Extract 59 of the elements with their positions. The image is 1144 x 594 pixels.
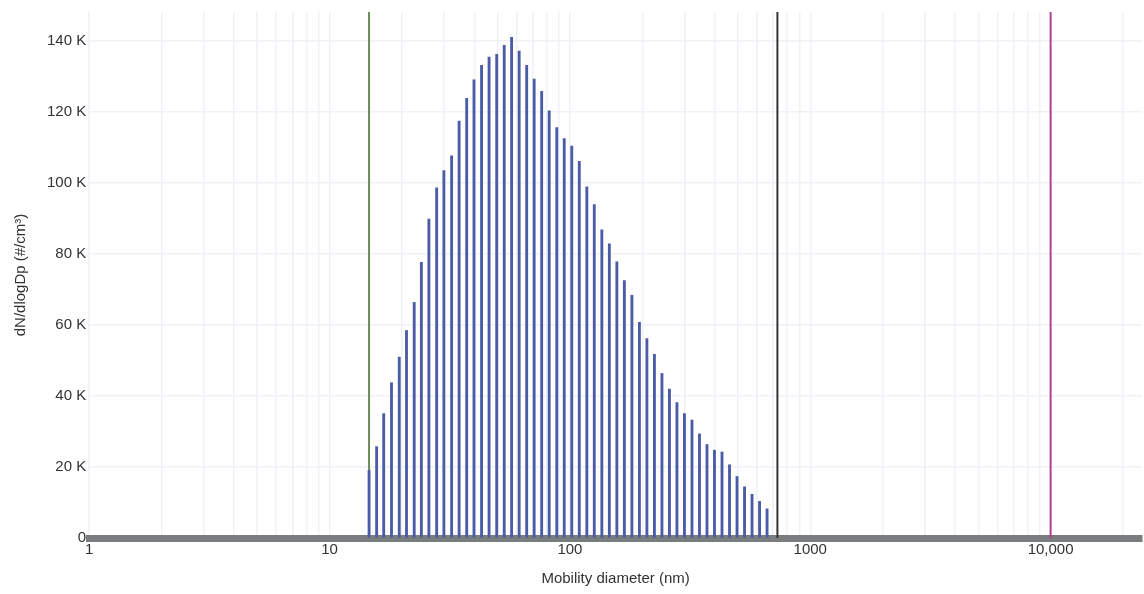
- bar: [525, 64, 529, 538]
- y-tick-label: 40 K: [55, 385, 87, 403]
- bar: [743, 486, 746, 538]
- bar: [502, 45, 506, 538]
- bar: [495, 53, 499, 538]
- y-tick-label: 100 K: [47, 172, 87, 190]
- bar: [668, 388, 671, 538]
- x-tick-label: 1: [85, 540, 94, 558]
- bar: [600, 229, 604, 538]
- bar: [427, 218, 431, 538]
- y-tick-label: 60 K: [55, 314, 87, 332]
- bar: [405, 330, 408, 538]
- bar: [540, 90, 544, 538]
- bar: [435, 187, 439, 538]
- bar: [713, 449, 716, 538]
- y-axis-title: dN/dlogDp (#/cm³): [11, 213, 29, 337]
- bar: [592, 204, 596, 538]
- y-tick-label: 80 K: [55, 243, 87, 261]
- bar: [562, 138, 566, 538]
- bar: [758, 501, 761, 538]
- bar: [510, 36, 514, 538]
- bar: [412, 302, 416, 538]
- bar: [577, 160, 581, 538]
- bar: [517, 50, 521, 538]
- bar: [652, 353, 656, 538]
- x-tick-label: 10: [321, 540, 338, 558]
- bar: [390, 382, 393, 538]
- bar: [532, 78, 536, 538]
- bar: [457, 120, 461, 538]
- bar: [585, 186, 589, 538]
- y-tick-label: 120 K: [47, 101, 87, 119]
- bar: [419, 261, 423, 538]
- bar: [547, 110, 551, 538]
- bar: [570, 145, 574, 538]
- x-tick-label: 10,000: [1027, 540, 1074, 558]
- bar: [375, 446, 379, 538]
- x-axis-title: Mobility diameter (nm): [541, 569, 690, 587]
- x-tick-label: 1000: [793, 540, 827, 558]
- bar: [487, 56, 491, 538]
- y-tick-label: 20 K: [55, 457, 87, 475]
- bar: [607, 243, 611, 538]
- bar: [615, 261, 619, 538]
- bar: [683, 413, 686, 538]
- bar: [630, 294, 634, 538]
- bar: [698, 433, 701, 538]
- y-tick-label: 0: [77, 528, 87, 546]
- bar: [622, 280, 626, 538]
- bar: [555, 127, 559, 538]
- bar: [480, 64, 483, 538]
- bar: [397, 356, 401, 538]
- bar: [637, 321, 641, 538]
- bar: [382, 413, 386, 538]
- bar: [450, 155, 454, 538]
- bar: [645, 338, 649, 538]
- bar: [465, 98, 469, 538]
- bar: [728, 464, 731, 538]
- y-tick-label: 140 K: [47, 30, 87, 48]
- x-tick-label: 100: [557, 540, 583, 558]
- bar: [442, 170, 446, 538]
